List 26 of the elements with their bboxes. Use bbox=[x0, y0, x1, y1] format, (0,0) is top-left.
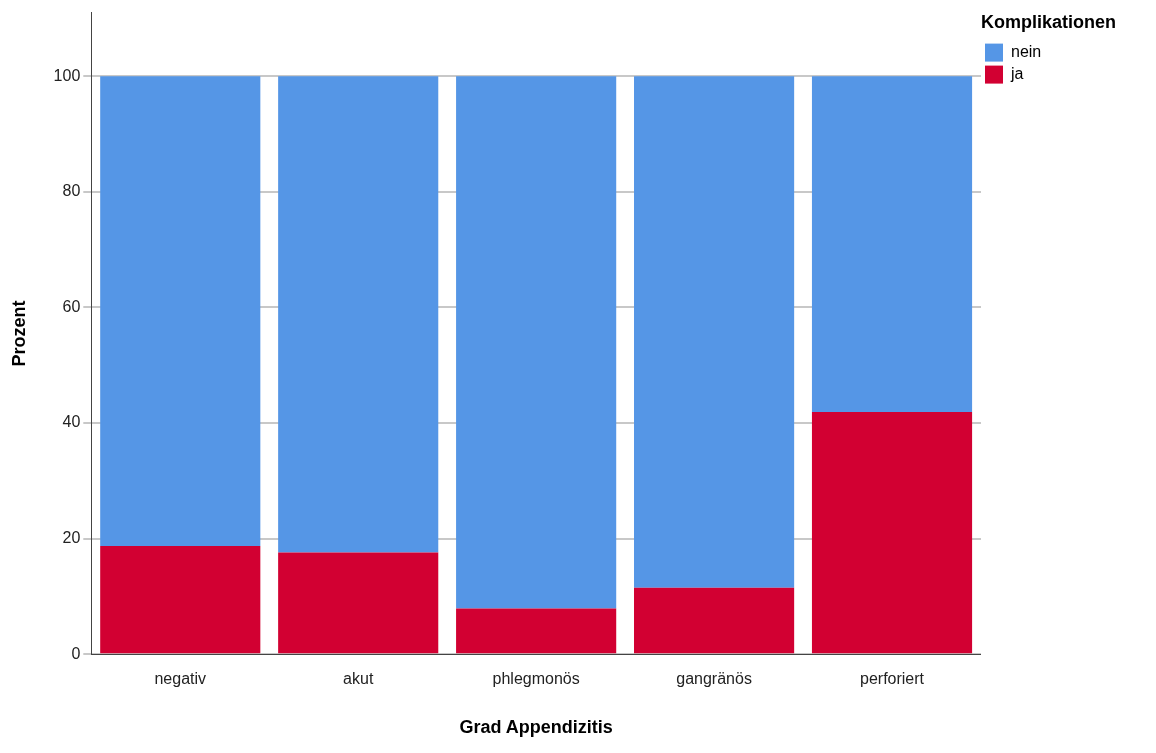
bar bbox=[811, 76, 973, 413]
x-tick-label: gangränös bbox=[676, 670, 752, 688]
x-tick-label: perforiert bbox=[860, 670, 925, 688]
y-axis-title: Prozent bbox=[8, 300, 29, 367]
legend-label: nein bbox=[1010, 43, 1042, 61]
bar bbox=[100, 546, 261, 654]
x-axis-title: Grad Appendizitis bbox=[459, 717, 613, 738]
bar bbox=[634, 76, 795, 588]
x-tick-label: phlegmonös bbox=[492, 670, 580, 688]
y-tick-label: 0 bbox=[71, 644, 81, 662]
bar bbox=[634, 587, 795, 654]
legend-title: Komplikationen bbox=[980, 11, 1117, 32]
y-tick-label: 100 bbox=[53, 66, 81, 84]
bar bbox=[278, 76, 439, 553]
bar bbox=[100, 76, 261, 547]
x-tick-label: akut bbox=[343, 670, 374, 688]
y-tick-label: 80 bbox=[62, 182, 81, 200]
x-tick-label: negativ bbox=[154, 670, 207, 688]
y-tick-label: 20 bbox=[62, 529, 81, 546]
legend-label: ja bbox=[1009, 65, 1024, 83]
bar bbox=[811, 412, 973, 654]
y-tick-label: 40 bbox=[62, 413, 81, 431]
bar bbox=[456, 76, 617, 609]
bar bbox=[456, 608, 617, 654]
y-tick-label: 60 bbox=[62, 297, 81, 315]
bar bbox=[278, 552, 439, 654]
